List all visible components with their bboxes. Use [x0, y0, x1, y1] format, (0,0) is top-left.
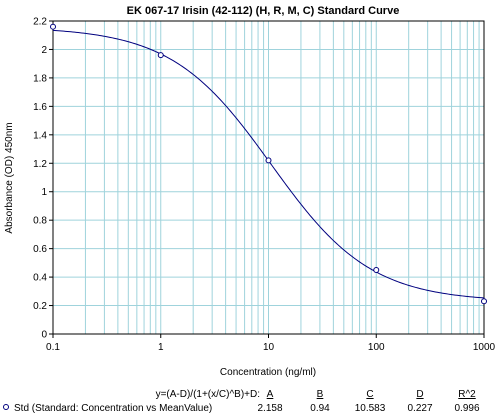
fit-header-r2: R^2: [458, 389, 476, 400]
y-tick-label: 1.6: [33, 102, 47, 113]
grid: [53, 21, 484, 334]
y-axis-ticks: 0 0.2 0.4 0.6 0.8 1 1.2 1.4 1.6 1.8 2 2.2: [33, 17, 53, 341]
fit-value-b: 0.94: [310, 403, 330, 414]
fit-header-d: D: [416, 389, 423, 400]
data-point: [373, 266, 380, 273]
data-point: [50, 23, 56, 30]
fit-value-d: 0.227: [407, 403, 432, 414]
y-tick-label: 1.8: [33, 73, 47, 84]
y-tick-label: 0.8: [33, 216, 47, 227]
x-tick-label: 1: [158, 342, 164, 353]
fit-value-c: 10.583: [355, 403, 386, 414]
chart-title: EK 067-17 Irisin (42-112) (H, R, M, C) S…: [127, 5, 400, 17]
fit-table: y=(A-D)/(1+(x/C)^B)+D: Std (Standard: Co…: [3, 389, 480, 414]
x-tick-label: 10: [263, 342, 275, 353]
y-tick-label: 0: [41, 330, 47, 341]
data-point: [265, 157, 272, 164]
x-axis-label: Concentration (ng/ml): [220, 367, 316, 378]
y-tick-label: 1: [41, 187, 47, 198]
legend-marker: [3, 404, 9, 410]
fit-header-b: B: [317, 389, 324, 400]
x-tick-label: 100: [368, 342, 385, 353]
x-tick-label: 1000: [473, 342, 496, 353]
fit-header-a: A: [267, 389, 274, 400]
y-tick-label: 0.2: [33, 301, 47, 312]
y-tick-label: 0.6: [33, 244, 47, 255]
data-points: [50, 23, 487, 305]
fit-equation: y=(A-D)/(1+(x/C)^B)+D:: [156, 389, 260, 400]
y-tick-label: 0.4: [33, 273, 47, 284]
legend-series-name: Std (Standard: Concentration vs MeanValu…: [14, 403, 212, 414]
fit-value-r2: 0.996: [454, 403, 479, 414]
y-tick-label: 1.2: [33, 159, 47, 170]
y-tick-label: 2.2: [33, 17, 47, 28]
y-tick-label: 1.4: [33, 130, 47, 141]
fit-header-c: C: [366, 389, 373, 400]
data-point: [157, 52, 164, 59]
x-tick-label: 0.1: [46, 342, 60, 353]
y-tick-label: 2: [41, 45, 47, 56]
x-axis-ticks: 0.1 1 10 100 1000: [46, 334, 496, 353]
y-axis-label: Absorbance (OD) 450nm: [4, 122, 15, 233]
fit-value-a: 2.158: [257, 403, 282, 414]
data-point: [481, 298, 487, 305]
